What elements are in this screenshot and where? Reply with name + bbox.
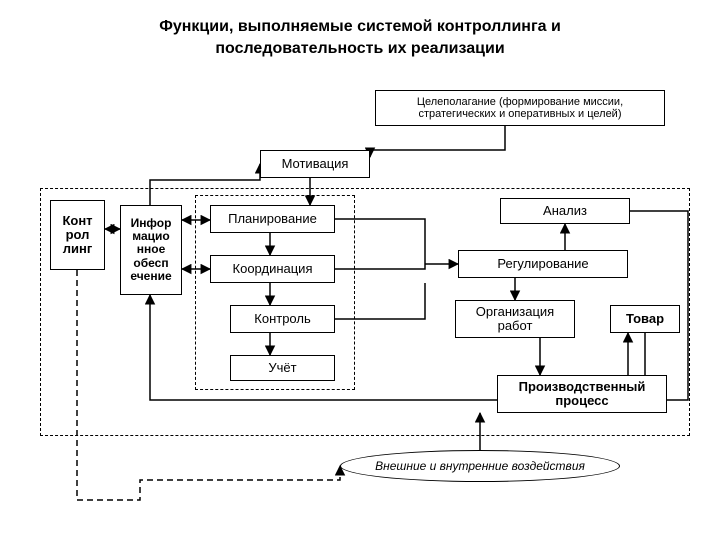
title-line-1: Функции, выполняемые системой контроллин… — [0, 18, 720, 36]
node-info: Инфор мацио нное обесп ечение — [120, 205, 182, 295]
diagram-canvas: Функции, выполняемые системой контроллин… — [0, 0, 720, 540]
title-line-2: последовательность их реализации — [0, 40, 720, 58]
node-account: Учёт — [230, 355, 335, 381]
node-coord: Координация — [210, 255, 335, 283]
node-motivation: Мотивация — [260, 150, 370, 178]
node-regulation: Регулирование — [458, 250, 628, 278]
node-analysis: Анализ — [500, 198, 630, 224]
node-goal: Целеполагание (формирование миссии, стра… — [375, 90, 665, 126]
node-org: Организация работ — [455, 300, 575, 338]
node-planning: Планирование — [210, 205, 335, 233]
node-manuf: Производственный процесс — [497, 375, 667, 413]
node-goods: Товар — [610, 305, 680, 333]
node-controlling: Конт рол линг — [50, 200, 105, 270]
node-control: Контроль — [230, 305, 335, 333]
edge-0 — [370, 126, 505, 157]
node-external: Внешние и внутренние воздействия — [340, 450, 620, 482]
